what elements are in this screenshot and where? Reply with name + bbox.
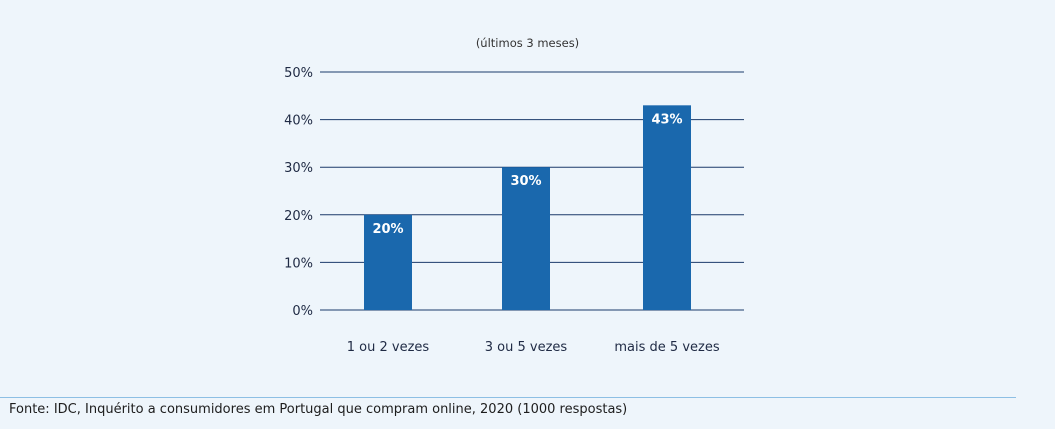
y-tick-label: 20% — [284, 209, 313, 224]
y-tick-label: 10% — [284, 256, 313, 271]
bar — [502, 167, 550, 310]
bar — [643, 105, 691, 310]
source-divider — [0, 397, 1016, 398]
x-category-label: 3 ou 5 vezes — [485, 340, 568, 355]
y-tick-label: 40% — [284, 114, 313, 129]
bar — [364, 214, 412, 310]
source-note: Fonte: IDC, Inquérito a consumidores em … — [9, 402, 628, 417]
y-tick-label: 0% — [292, 304, 313, 319]
y-tick-label: 30% — [284, 161, 313, 176]
bar-value-label: 43% — [651, 112, 682, 127]
bar-value-label: 30% — [510, 174, 541, 189]
x-category-label: mais de 5 vezes — [614, 340, 719, 355]
x-category-label: 1 ou 2 vezes — [347, 340, 430, 355]
y-tick-label: 50% — [284, 66, 313, 81]
chart-subtitle: (últimos 3 meses) — [475, 36, 580, 50]
bar-value-label: 20% — [372, 222, 403, 237]
